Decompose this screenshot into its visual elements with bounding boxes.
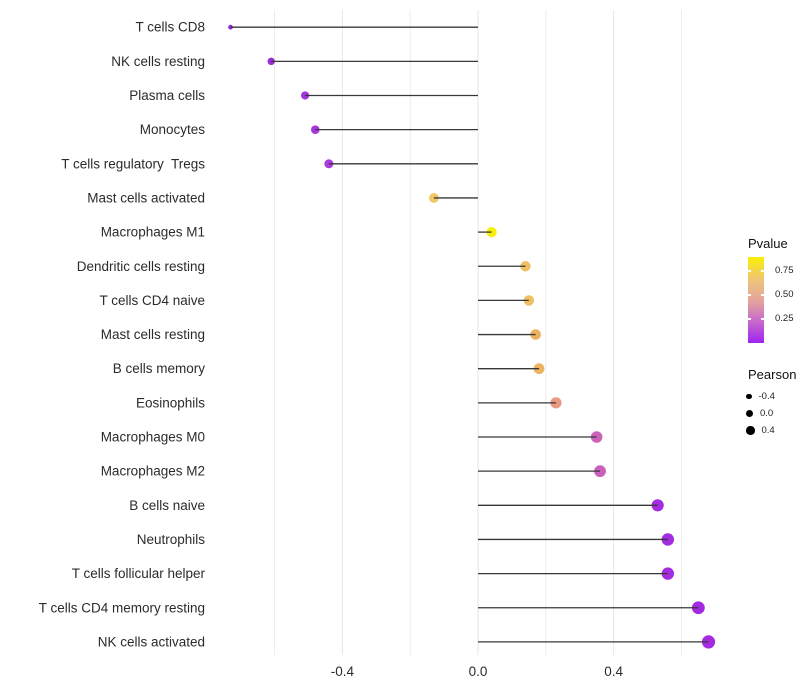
y-label-macrophages-m0: Macrophages M0 (101, 430, 205, 445)
y-label-mast-cells-resting: Mast cells resting (101, 327, 205, 342)
pearson-size-label: 0.4 (761, 425, 775, 436)
x-tick-label-0.0: 0.0 (469, 664, 488, 679)
pearson-size-dot-medium (746, 410, 753, 417)
y-label-neutrophils: Neutrophils (137, 532, 206, 547)
y-label-t-cells-follicular-helper: T cells follicular helper (72, 566, 206, 581)
y-label-dendritic-cells-resting: Dendritic cells resting (77, 259, 205, 274)
dot-nk-cells-resting (267, 57, 275, 66)
pearson-legend-item: 0.4 (746, 422, 800, 439)
y-label-nk-cells-resting: NK cells resting (111, 54, 205, 69)
pearson-legend-title: Pearson (748, 367, 797, 382)
y-label-monocytes: Monocytes (140, 122, 206, 137)
pvalue-tick-0.75: 0.75 (775, 265, 794, 276)
pearson-legend-item: 0.0 (746, 405, 800, 422)
x-tick-label--0.4: -0.4 (331, 664, 355, 679)
gradient-tick-mark (748, 270, 751, 272)
y-label-t-cells-regulatory-tregs: T cells regulatory Tregs (61, 156, 205, 171)
y-label-t-cells-cd4-naive: T cells CD4 naive (99, 293, 205, 308)
pearson-size-dot-large (746, 426, 755, 435)
gradient-tick-mark (761, 270, 764, 272)
pvalue-tick-0.25: 0.25 (775, 313, 794, 324)
y-label-b-cells-memory: B cells memory (113, 361, 206, 376)
pvalue-gradient-bar (748, 257, 764, 343)
x-tick-label-0.4: 0.4 (604, 664, 623, 679)
y-label-t-cells-cd4-memory-resting: T cells CD4 memory resting (39, 600, 205, 615)
gradient-tick-mark (761, 318, 764, 320)
pvalue-legend: Pvalue 0.75 0.50 0.25 (742, 236, 800, 343)
dot-b-cells-naive (651, 499, 664, 512)
pvalue-tick-0.50: 0.50 (775, 289, 794, 300)
gradient-tick-mark (748, 294, 751, 296)
y-label-plasma-cells: Plasma cells (129, 88, 205, 103)
y-label-b-cells-naive: B cells naive (129, 498, 205, 513)
pearson-legend-item: -0.4 (746, 388, 800, 405)
y-label-t-cells-cd8: T cells CD8 (135, 20, 205, 35)
pvalue-tick-labels: 0.75 0.50 0.25 (775, 257, 800, 343)
pearson-size-dot-small (746, 393, 752, 400)
gradient-tick-mark (748, 318, 751, 320)
pearson-legend: Pearson -0.4 0.0 0.4 (742, 367, 800, 439)
pvalue-gradient-wrap: 0.75 0.50 0.25 (748, 257, 794, 343)
y-label-eosinophils: Eosinophils (136, 395, 205, 410)
pearson-size-label: -0.4 (758, 391, 775, 402)
y-label-macrophages-m2: Macrophages M2 (101, 464, 205, 479)
legend: Pvalue 0.75 0.50 0.25 Pearson -0.4 (742, 236, 800, 439)
y-label-macrophages-m1: Macrophages M1 (101, 225, 205, 240)
gradient-tick-mark (761, 294, 764, 296)
y-label-mast-cells-activated: Mast cells activated (87, 190, 205, 205)
pearson-size-label: 0.0 (760, 408, 774, 419)
y-label-nk-cells-activated: NK cells activated (98, 634, 205, 649)
pvalue-legend-title: Pvalue (748, 236, 788, 251)
